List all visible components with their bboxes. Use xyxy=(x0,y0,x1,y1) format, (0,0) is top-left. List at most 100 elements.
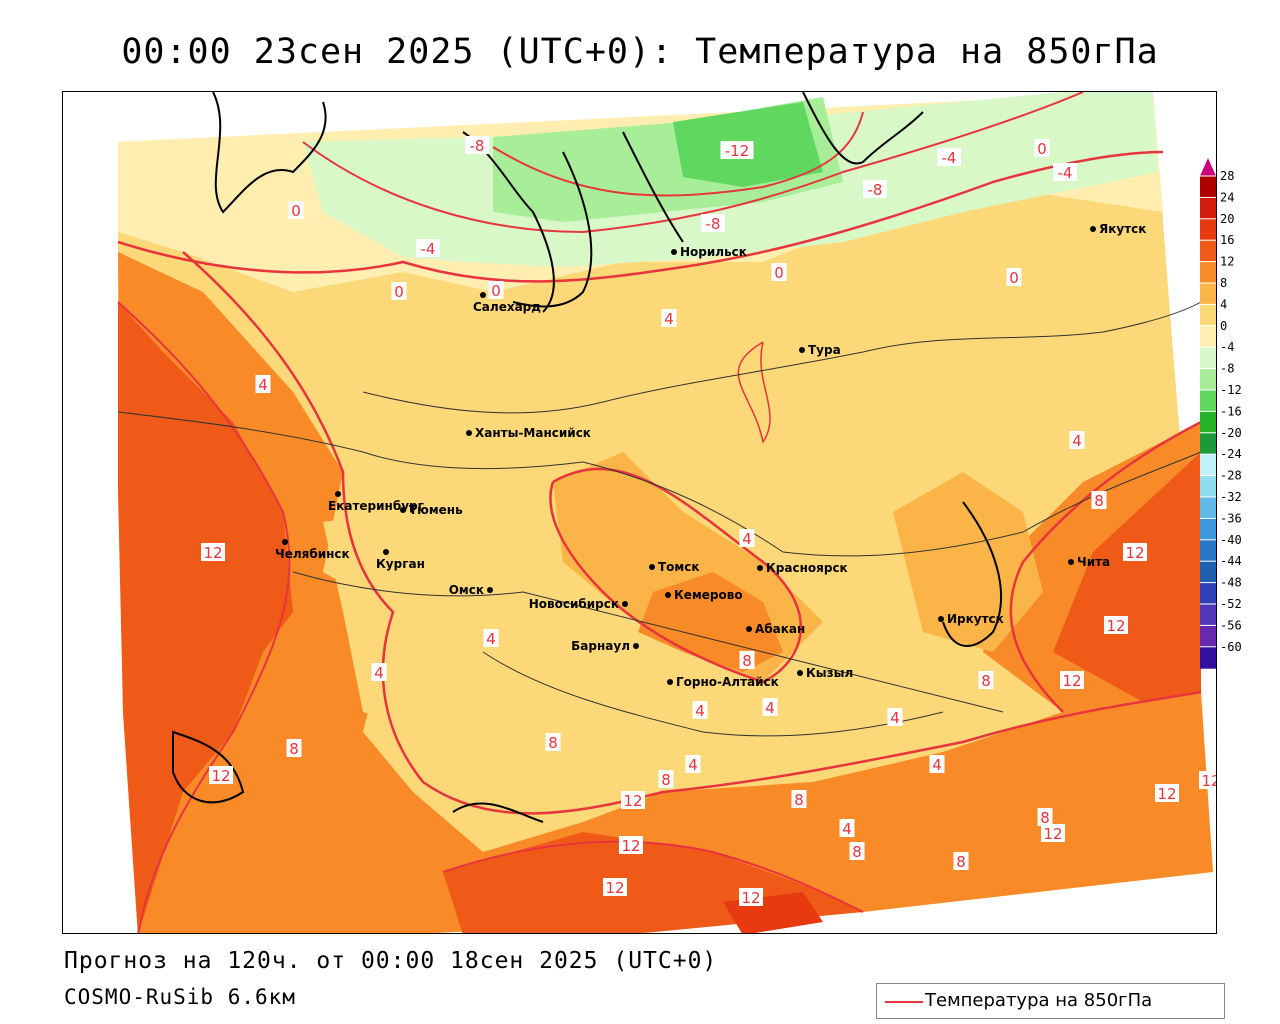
isotherm-label-bg xyxy=(1069,431,1085,449)
city-10: Омск xyxy=(449,583,493,597)
isotherm-label-bg xyxy=(839,819,855,837)
isotherm-label: 4 xyxy=(483,629,499,648)
isotherm-label-bg xyxy=(201,543,225,561)
scale-swatch xyxy=(1200,176,1216,198)
city-label: Кызыл xyxy=(806,666,853,680)
city-15: Абакан xyxy=(746,622,805,636)
coastline-yamal-west xyxy=(212,92,327,214)
isotherm-label-bg xyxy=(849,842,865,860)
isotherm-value: 12 xyxy=(1125,544,1144,562)
city-label: Екатеринбург xyxy=(328,499,424,513)
isotherm-label: 4 xyxy=(661,309,677,328)
city-14: Кемерово xyxy=(665,588,743,602)
isotherm-label: -8 xyxy=(863,180,887,199)
city-marker xyxy=(665,592,671,598)
scale-swatch xyxy=(1200,497,1216,519)
city-18: Кызыл xyxy=(797,666,853,680)
isotherm-label-bg xyxy=(658,770,674,788)
city-label: Кемерово xyxy=(674,588,743,602)
scale-tick-label: -20 xyxy=(1220,426,1242,440)
scale-swatch xyxy=(1200,625,1216,648)
scale-swatch xyxy=(1200,304,1216,327)
city-label: Томск xyxy=(658,560,700,574)
city-17: Горно-Алтайск xyxy=(667,675,779,689)
isotherm-value: -4 xyxy=(421,240,436,258)
city-marker xyxy=(480,292,486,298)
scale-swatch xyxy=(1200,604,1216,626)
isotherm-label-bg xyxy=(692,701,708,719)
city-label: Иркутск xyxy=(947,612,1004,626)
isotherm-4-center xyxy=(549,467,803,684)
scale-tick-label: 24 xyxy=(1220,190,1234,204)
isotherm-neg8 xyxy=(492,111,864,197)
model-info: COSMO-RuSib 6.6км xyxy=(64,985,296,1009)
isotherm-label: -12 xyxy=(720,141,754,160)
isotherm-value: -12 xyxy=(725,142,750,160)
city-marker xyxy=(383,549,389,555)
isotherm-value: 12 xyxy=(203,544,222,562)
isotherm-value: 4 xyxy=(695,702,705,720)
scale-swatch xyxy=(1200,454,1216,477)
city-marker xyxy=(746,626,752,632)
isotherm-value: 4 xyxy=(374,664,384,682)
isotherm-value: -8 xyxy=(706,215,721,233)
isotherm-label-bg xyxy=(978,671,994,689)
isotherm-value: 0 xyxy=(491,282,501,300)
isotherm-label: 8 xyxy=(849,842,865,861)
isotherm-4-tura xyxy=(737,341,771,444)
isotherm-label: 12 xyxy=(603,878,627,897)
isotherm-label: 12 xyxy=(1199,771,1216,790)
isotherm-label: 4 xyxy=(692,701,708,720)
city-label: Ханты-Мансийск xyxy=(475,426,591,440)
isotherm-label-bg xyxy=(771,263,787,281)
isotherm-label-bg xyxy=(1123,543,1147,561)
isotherm-label: 12 xyxy=(201,543,225,562)
isotherm-label-bg xyxy=(255,375,271,393)
isotherm-12-south xyxy=(442,840,864,913)
isotherm-label: 4 xyxy=(929,755,945,774)
field-8-center xyxy=(638,572,783,672)
isotherm-value: 8 xyxy=(742,652,752,670)
city-label: Салехард xyxy=(473,300,541,314)
city-2: Якутск xyxy=(1090,222,1146,236)
scale-swatch xyxy=(1200,390,1216,412)
caspian-fragment xyxy=(172,730,245,804)
coastline-yenisei xyxy=(622,131,684,243)
scale-tick-label: -40 xyxy=(1220,533,1242,547)
scale-swatch xyxy=(1200,411,1216,434)
isotherm-label: 8 xyxy=(545,733,561,752)
scale-tick-label: -48 xyxy=(1220,576,1242,590)
isotherm-label: 12 xyxy=(621,791,645,810)
city-11: Томск xyxy=(649,560,700,574)
isotherm-value: 4 xyxy=(765,699,775,717)
isotherm-label: -4 xyxy=(937,148,961,167)
isotherm-label-bg xyxy=(465,136,489,154)
isotherm-12-west xyxy=(117,301,291,933)
isotherm-label: 4 xyxy=(685,755,701,774)
isotherm-label-bg xyxy=(863,180,887,198)
isotherm-value: 8 xyxy=(548,734,558,752)
city-5: Ханты-Мансийск xyxy=(466,426,591,440)
scale-tick-label: -24 xyxy=(1220,447,1242,461)
coastline-taymyr xyxy=(802,92,924,165)
isotherm-label-bg xyxy=(416,239,440,257)
city-label: Курган xyxy=(376,557,425,571)
isotherm-label: 12 xyxy=(1104,616,1128,635)
isotherm-label: 12 xyxy=(1060,671,1084,690)
regional-border-1 xyxy=(117,411,1202,557)
isotherm-value: 0 xyxy=(291,202,301,220)
scale-swatch xyxy=(1200,582,1216,605)
isotherm-label-bg xyxy=(621,791,645,809)
city-marker xyxy=(799,347,805,353)
legend-box: Температура на 850гПа xyxy=(876,983,1225,1019)
isotherm-neg4 xyxy=(302,92,1084,234)
city-label: Тура xyxy=(808,343,841,357)
scale-tick-label: -56 xyxy=(1220,618,1242,632)
isotherm-label: 0 xyxy=(288,201,304,220)
scale-tick-label: 20 xyxy=(1220,212,1234,226)
isotherm-label: 8 xyxy=(1091,491,1107,510)
isotherm-value: 0 xyxy=(1009,269,1019,287)
city-marker xyxy=(622,601,628,607)
isotherm-label: 0 xyxy=(391,282,407,301)
